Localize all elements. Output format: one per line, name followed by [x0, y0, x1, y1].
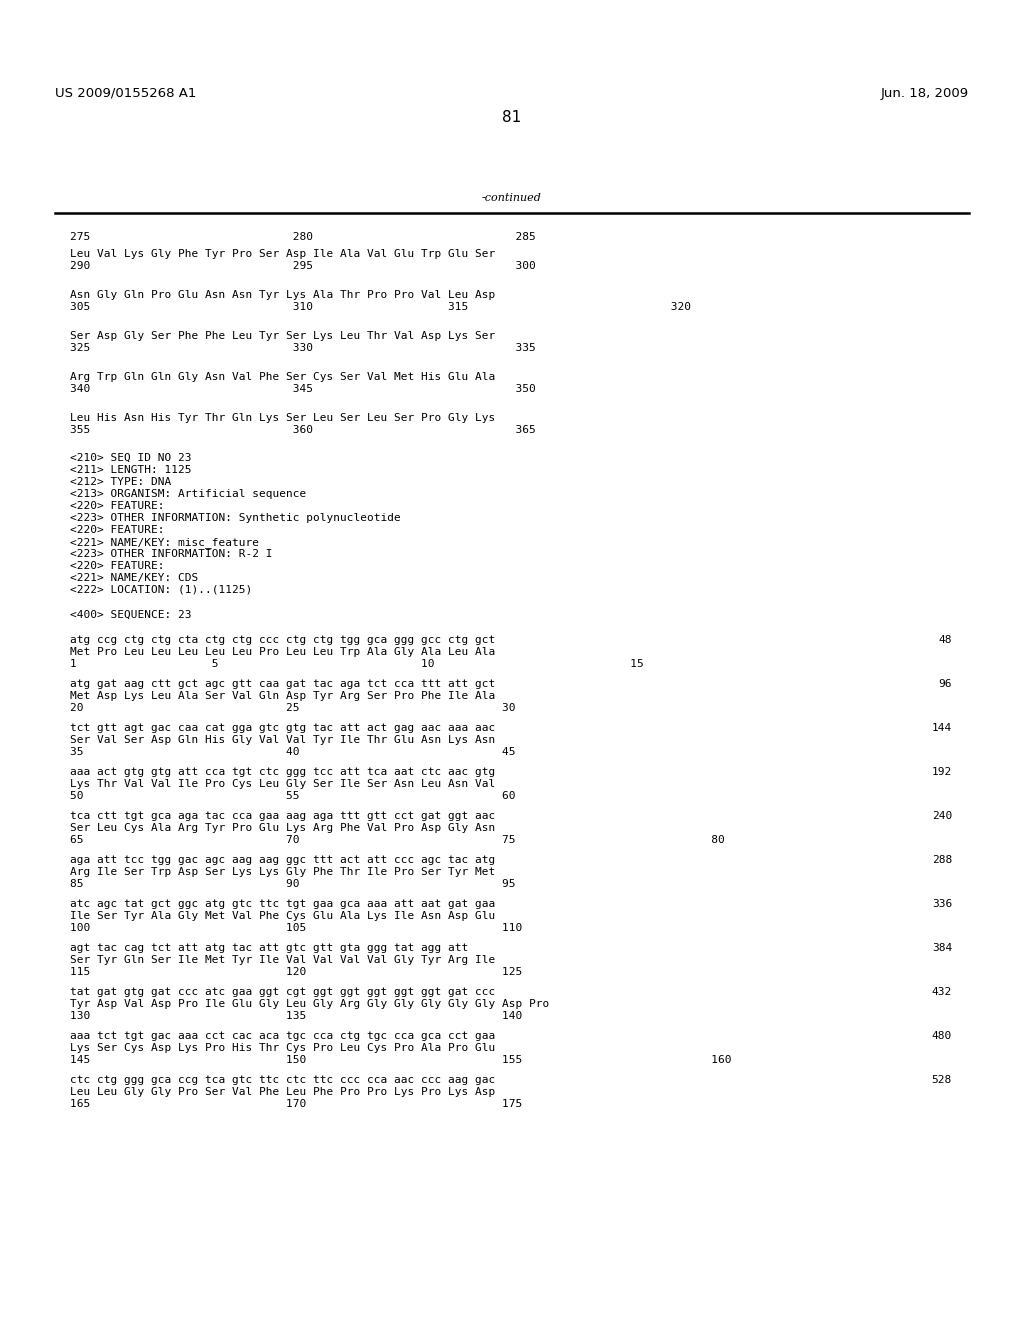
Text: 144: 144	[932, 723, 952, 733]
Text: 48: 48	[939, 635, 952, 645]
Text: Tyr Asp Val Asp Pro Ile Glu Gly Leu Gly Arg Gly Gly Gly Gly Gly Asp Pro: Tyr Asp Val Asp Pro Ile Glu Gly Leu Gly …	[70, 999, 549, 1008]
Text: 305                              310                    315                     : 305 310 315	[70, 302, 691, 312]
Text: Lys Thr Val Val Ile Pro Cys Leu Gly Ser Ile Ser Asn Leu Asn Val: Lys Thr Val Val Ile Pro Cys Leu Gly Ser …	[70, 779, 496, 789]
Text: <221> NAME/KEY: CDS: <221> NAME/KEY: CDS	[70, 573, 199, 583]
Text: 290                              295                              300: 290 295 300	[70, 261, 536, 271]
Text: <213> ORGANISM: Artificial sequence: <213> ORGANISM: Artificial sequence	[70, 488, 306, 499]
Text: <212> TYPE: DNA: <212> TYPE: DNA	[70, 477, 171, 487]
Text: 65                              70                              75              : 65 70 75	[70, 836, 725, 845]
Text: <220> FEATURE:: <220> FEATURE:	[70, 525, 165, 535]
Text: 81: 81	[503, 110, 521, 125]
Text: <222> LOCATION: (1)..(1125): <222> LOCATION: (1)..(1125)	[70, 585, 252, 595]
Text: 340                              345                              350: 340 345 350	[70, 384, 536, 393]
Text: Leu His Asn His Tyr Thr Gln Lys Ser Leu Ser Leu Ser Pro Gly Lys: Leu His Asn His Tyr Thr Gln Lys Ser Leu …	[70, 413, 496, 422]
Text: 192: 192	[932, 767, 952, 777]
Text: tat gat gtg gat ccc atc gaa ggt cgt ggt ggt ggt ggt ggt gat ccc: tat gat gtg gat ccc atc gaa ggt cgt ggt …	[70, 987, 496, 997]
Text: Lys Ser Cys Asp Lys Pro His Thr Cys Pro Leu Cys Pro Ala Pro Glu: Lys Ser Cys Asp Lys Pro His Thr Cys Pro …	[70, 1043, 496, 1053]
Text: 96: 96	[939, 678, 952, 689]
Text: 35                              40                              45: 35 40 45	[70, 747, 515, 756]
Text: <210> SEQ ID NO 23: <210> SEQ ID NO 23	[70, 453, 191, 463]
Text: atg ccg ctg ctg cta ctg ctg ccc ctg ctg tgg gca ggg gcc ctg gct: atg ccg ctg ctg cta ctg ctg ccc ctg ctg …	[70, 635, 496, 645]
Text: <400> SEQUENCE: 23: <400> SEQUENCE: 23	[70, 610, 191, 620]
Text: Arg Trp Gln Gln Gly Asn Val Phe Ser Cys Ser Val Met His Glu Ala: Arg Trp Gln Gln Gly Asn Val Phe Ser Cys …	[70, 372, 496, 381]
Text: Met Pro Leu Leu Leu Leu Leu Pro Leu Leu Trp Ala Gly Ala Leu Ala: Met Pro Leu Leu Leu Leu Leu Pro Leu Leu …	[70, 647, 496, 657]
Text: Arg Ile Ser Trp Asp Ser Lys Lys Gly Phe Thr Ile Pro Ser Tyr Met: Arg Ile Ser Trp Asp Ser Lys Lys Gly Phe …	[70, 867, 496, 876]
Text: Leu Leu Gly Gly Pro Ser Val Phe Leu Phe Pro Pro Lys Pro Lys Asp: Leu Leu Gly Gly Pro Ser Val Phe Leu Phe …	[70, 1086, 496, 1097]
Text: 1                    5                              10                          : 1 5 10	[70, 659, 644, 669]
Text: atc agc tat gct ggc atg gtc ttc tgt gaa gca aaa att aat gat gaa: atc agc tat gct ggc atg gtc ttc tgt gaa …	[70, 899, 496, 909]
Text: 50                              55                              60: 50 55 60	[70, 791, 515, 801]
Text: <220> FEATURE:: <220> FEATURE:	[70, 561, 165, 572]
Text: Met Asp Lys Leu Ala Ser Val Gln Asp Tyr Arg Ser Pro Phe Ile Ala: Met Asp Lys Leu Ala Ser Val Gln Asp Tyr …	[70, 690, 496, 701]
Text: 20                              25                              30: 20 25 30	[70, 704, 515, 713]
Text: US 2009/0155268 A1: US 2009/0155268 A1	[55, 87, 197, 100]
Text: Ser Val Ser Asp Gln His Gly Val Val Tyr Ile Thr Glu Asn Lys Asn: Ser Val Ser Asp Gln His Gly Val Val Tyr …	[70, 735, 496, 744]
Text: Ile Ser Tyr Ala Gly Met Val Phe Cys Glu Ala Lys Ile Asn Asp Glu: Ile Ser Tyr Ala Gly Met Val Phe Cys Glu …	[70, 911, 496, 921]
Text: 165                             170                             175: 165 170 175	[70, 1100, 522, 1109]
Text: <211> LENGTH: 1125: <211> LENGTH: 1125	[70, 465, 191, 475]
Text: <220> FEATURE:: <220> FEATURE:	[70, 502, 165, 511]
Text: 355                              360                              365: 355 360 365	[70, 425, 536, 436]
Text: <223> OTHER INFORMATION: R-2 I: <223> OTHER INFORMATION: R-2 I	[70, 549, 272, 558]
Text: aaa act gtg gtg att cca tgt ctc ggg tcc att tca aat ctc aac gtg: aaa act gtg gtg att cca tgt ctc ggg tcc …	[70, 767, 496, 777]
Text: 145                             150                             155             : 145 150 155	[70, 1055, 731, 1065]
Text: Ser Asp Gly Ser Phe Phe Leu Tyr Ser Lys Leu Thr Val Asp Lys Ser: Ser Asp Gly Ser Phe Phe Leu Tyr Ser Lys …	[70, 331, 496, 341]
Text: agt tac cag tct att atg tac att gtc gtt gta ggg tat agg att: agt tac cag tct att atg tac att gtc gtt …	[70, 942, 468, 953]
Text: atg gat aag ctt gct agc gtt caa gat tac aga tct cca ttt att gct: atg gat aag ctt gct agc gtt caa gat tac …	[70, 678, 496, 689]
Text: 432: 432	[932, 987, 952, 997]
Text: 115                             120                             125: 115 120 125	[70, 968, 522, 977]
Text: tca ctt tgt gca aga tac cca gaa aag aga ttt gtt cct gat ggt aac: tca ctt tgt gca aga tac cca gaa aag aga …	[70, 810, 496, 821]
Text: Jun. 18, 2009: Jun. 18, 2009	[881, 87, 969, 100]
Text: Asn Gly Gln Pro Glu Asn Asn Tyr Lys Ala Thr Pro Pro Val Leu Asp: Asn Gly Gln Pro Glu Asn Asn Tyr Lys Ala …	[70, 290, 496, 300]
Text: Ser Leu Cys Ala Arg Tyr Pro Glu Lys Arg Phe Val Pro Asp Gly Asn: Ser Leu Cys Ala Arg Tyr Pro Glu Lys Arg …	[70, 822, 496, 833]
Text: 325                              330                              335: 325 330 335	[70, 343, 536, 352]
Text: 384: 384	[932, 942, 952, 953]
Text: aaa tct tgt gac aaa cct cac aca tgc cca ctg tgc cca gca cct gaa: aaa tct tgt gac aaa cct cac aca tgc cca …	[70, 1031, 496, 1041]
Text: 240: 240	[932, 810, 952, 821]
Text: -continued: -continued	[482, 193, 542, 203]
Text: <223> OTHER INFORMATION: Synthetic polynucleotide: <223> OTHER INFORMATION: Synthetic polyn…	[70, 513, 400, 523]
Text: 480: 480	[932, 1031, 952, 1041]
Text: aga att tcc tgg gac agc aag aag ggc ttt act att ccc agc tac atg: aga att tcc tgg gac agc aag aag ggc ttt …	[70, 855, 496, 865]
Text: 288: 288	[932, 855, 952, 865]
Text: Leu Val Lys Gly Phe Tyr Pro Ser Asp Ile Ala Val Glu Trp Glu Ser: Leu Val Lys Gly Phe Tyr Pro Ser Asp Ile …	[70, 249, 496, 259]
Text: 130                             135                             140: 130 135 140	[70, 1011, 522, 1020]
Text: ctc ctg ggg gca ccg tca gtc ttc ctc ttc ccc cca aac ccc aag gac: ctc ctg ggg gca ccg tca gtc ttc ctc ttc …	[70, 1074, 496, 1085]
Text: tct gtt agt gac caa cat gga gtc gtg tac att act gag aac aaa aac: tct gtt agt gac caa cat gga gtc gtg tac …	[70, 723, 496, 733]
Text: <221> NAME/KEY: misc_feature: <221> NAME/KEY: misc_feature	[70, 537, 259, 548]
Text: 85                              90                              95: 85 90 95	[70, 879, 515, 888]
Text: 100                             105                             110: 100 105 110	[70, 923, 522, 933]
Text: Ser Tyr Gln Ser Ile Met Tyr Ile Val Val Val Val Gly Tyr Arg Ile: Ser Tyr Gln Ser Ile Met Tyr Ile Val Val …	[70, 954, 496, 965]
Text: 528: 528	[932, 1074, 952, 1085]
Text: 336: 336	[932, 899, 952, 909]
Text: 275                              280                              285: 275 280 285	[70, 232, 536, 242]
